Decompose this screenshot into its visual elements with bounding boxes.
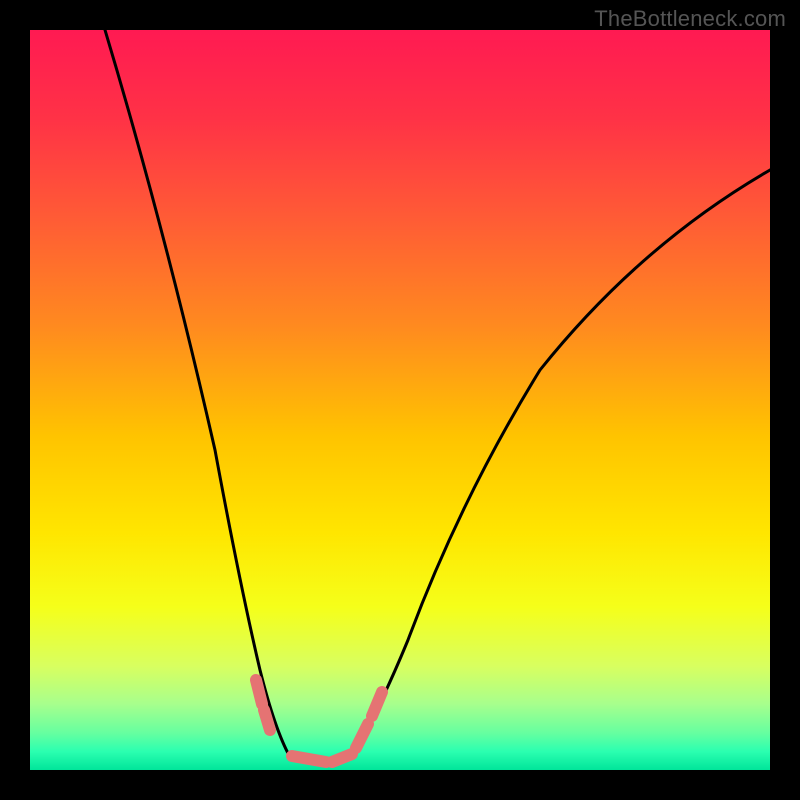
valley-overlay-segment (372, 692, 382, 716)
valley-overlay-segment (332, 754, 352, 762)
valley-overlay-segment (256, 680, 262, 704)
watermark-text: TheBottleneck.com (594, 6, 786, 32)
valley-overlay-segment (264, 710, 270, 730)
curve-layer (30, 30, 770, 770)
valley-overlay-segment (292, 756, 326, 762)
plot-area (30, 30, 770, 770)
valley-overlay-segment (356, 724, 368, 748)
right-curve (350, 170, 770, 757)
chart-frame: TheBottleneck.com (0, 0, 800, 800)
left-curve (105, 30, 290, 757)
